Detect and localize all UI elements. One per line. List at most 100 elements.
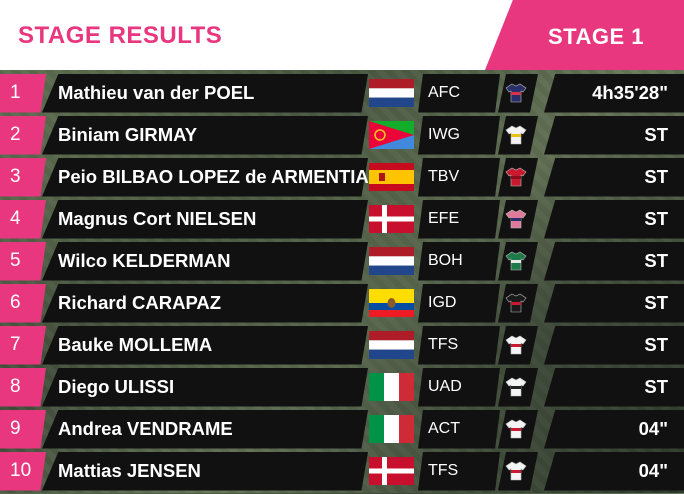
italy-flag-icon [369, 373, 414, 401]
team-code: ACT [428, 420, 460, 437]
black-red-jersey-icon [505, 293, 527, 313]
name-bar [42, 452, 368, 491]
team-code: UAD [428, 378, 462, 395]
netherlands-flag-icon [369, 247, 414, 275]
team-bar [418, 242, 500, 281]
time-bar: 04" [544, 410, 684, 449]
result-row-1: 1 Mathieu van der POEL AFC 4h35'28" [0, 74, 684, 113]
denmark-flag-icon [369, 205, 414, 233]
finish-time: ST [644, 334, 668, 355]
position-number: 5 [0, 242, 46, 281]
page-title: STAGE RESULTS [18, 22, 223, 49]
finish-time: ST [644, 250, 668, 271]
time-bar: 04" [544, 452, 684, 491]
result-row-5: 5 Wilco KELDERMAN BOH ST [0, 242, 684, 281]
eritrea-flag-icon [369, 121, 414, 149]
position-number: 3 [0, 158, 46, 197]
rider-name: Magnus Cort NIELSEN [58, 208, 257, 229]
white-black-jersey-icon [505, 377, 527, 397]
team-code: TBV [428, 168, 460, 185]
italy-flag-icon [369, 415, 414, 443]
navy-jersey-icon [505, 83, 527, 103]
name-bar [42, 410, 368, 449]
stage-label: STAGE 1 [548, 24, 645, 49]
name-bar [42, 200, 368, 239]
position-number: 6 [0, 284, 46, 323]
name-bar [42, 158, 368, 197]
finish-time: ST [644, 124, 668, 145]
team-bar [418, 368, 500, 407]
team-bar [418, 200, 500, 239]
rider-name: Mathieu van der POEL [58, 82, 255, 103]
position-number: 1 [0, 74, 46, 113]
result-row-2: 2 Biniam GIRMAY IWG ST [0, 116, 684, 155]
team-bar [418, 116, 500, 155]
team-code: AFC [428, 84, 460, 101]
finish-time: ST [644, 292, 668, 313]
result-row-4: 4 Magnus Cort NIELSEN EFE ST [0, 200, 684, 239]
position-number: 8 [0, 368, 46, 407]
pink-navy-jersey-icon [505, 209, 527, 229]
position-number: 2 [0, 116, 46, 155]
team-code: TFS [428, 336, 459, 353]
team-code: IGD [428, 294, 457, 311]
white-red-jersey-icon [505, 335, 527, 355]
netherlands-flag-icon [369, 331, 414, 359]
result-row-7: 7 Bauke MOLLEMA TFS ST [0, 326, 684, 365]
name-bar [42, 368, 368, 407]
spain-flag-icon [369, 163, 414, 191]
team-bar [418, 158, 500, 197]
rider-name: Andrea VENDRAME [58, 418, 233, 439]
result-row-3: 3 Peio BILBAO LOPEZ de ARMENTIA TBV ST [0, 158, 684, 197]
stage-badge-panel [485, 0, 684, 70]
netherlands-flag-icon [369, 79, 414, 107]
finish-time: 04" [638, 460, 668, 481]
team-bar [418, 410, 500, 449]
denmark-flag-icon [369, 457, 414, 485]
ecuador-flag-icon [369, 289, 414, 317]
team-bar [418, 326, 500, 365]
time-bar: ST [544, 158, 684, 197]
time-bar: ST [544, 116, 684, 155]
team-bar [418, 284, 500, 323]
finish-time: 04" [638, 418, 668, 439]
time-bar: ST [544, 200, 684, 239]
white-red-jersey-icon [505, 419, 527, 439]
red-jersey-icon [505, 167, 527, 187]
team-code: IWG [428, 126, 460, 143]
finish-time: ST [644, 208, 668, 229]
team-bar [418, 74, 500, 113]
name-bar [42, 326, 368, 365]
result-row-8: 8 Diego ULISSI UAD ST [0, 368, 684, 407]
rider-name: Mattias JENSEN [58, 460, 201, 481]
finish-time: ST [644, 166, 668, 187]
team-bar [418, 452, 500, 491]
time-bar: ST [544, 242, 684, 281]
rider-name: Biniam GIRMAY [58, 124, 198, 145]
finish-time: 4h35'28" [592, 82, 668, 103]
name-bar [42, 74, 368, 113]
time-bar: 4h35'28" [544, 74, 684, 113]
white-yellow-jersey-icon [505, 125, 527, 145]
header-title-panel [0, 0, 520, 70]
finish-time: ST [644, 376, 668, 397]
rider-name: Richard CARAPAZ [58, 292, 222, 313]
position-number: 9 [0, 410, 46, 449]
team-code: TFS [428, 462, 459, 479]
position-number: 7 [0, 326, 46, 365]
team-code: EFE [428, 210, 460, 227]
header-banner: STAGE RESULTS STAGE 1 [0, 0, 684, 70]
results-list: 1 Mathieu van der POEL AFC 4h35'28" 2 Bi… [0, 74, 684, 494]
green-jersey-icon [505, 251, 527, 271]
position-number: 10 [0, 452, 46, 491]
result-row-6: 6 Richard CARAPAZ IGD ST [0, 284, 684, 323]
time-bar: ST [544, 368, 684, 407]
position-number: 4 [0, 200, 46, 239]
rider-name: Bauke MOLLEMA [58, 334, 213, 355]
rider-name: Wilco KELDERMAN [58, 250, 231, 271]
team-code: BOH [428, 252, 463, 269]
result-row-9: 9 Andrea VENDRAME ACT 04" [0, 410, 684, 449]
white-red-jersey-icon [505, 461, 527, 481]
time-bar: ST [544, 284, 684, 323]
rider-name: Diego ULISSI [58, 376, 175, 397]
